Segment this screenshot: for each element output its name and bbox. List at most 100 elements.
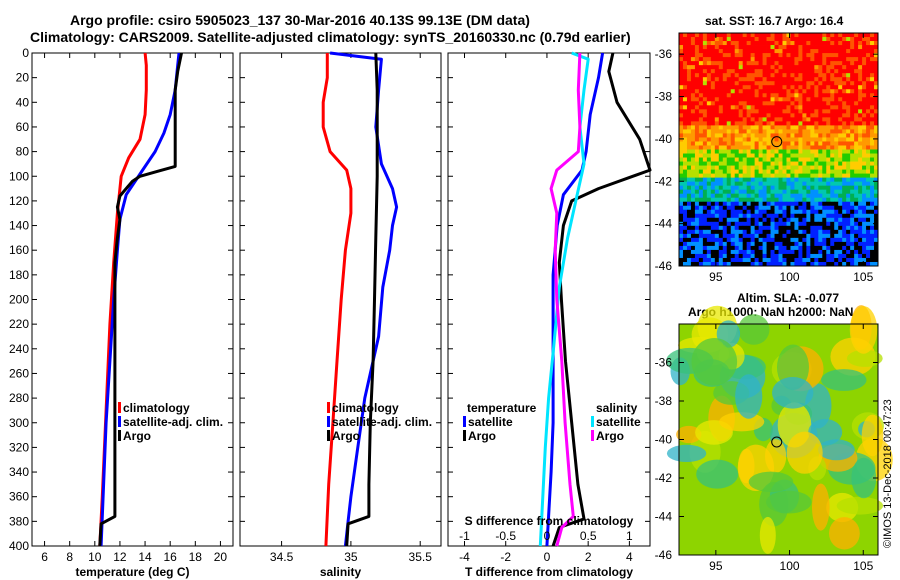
map-y-tick-label: -36 <box>655 47 673 61</box>
sst-cell <box>838 185 843 191</box>
figure-title-line2: Climatology: CARS2009. Satellite-adjuste… <box>30 29 631 45</box>
sst-cell <box>854 49 859 54</box>
sst-cell <box>702 193 708 199</box>
sst-cell <box>858 189 863 195</box>
sst-cell <box>746 137 752 142</box>
sst-cell <box>834 169 839 175</box>
sst-cell <box>682 133 688 138</box>
sst-cell <box>706 85 712 90</box>
sst-cell <box>786 165 791 170</box>
sst-cell <box>822 109 827 114</box>
sst-cell <box>838 229 843 235</box>
sst-cell <box>758 41 763 46</box>
sst-cell <box>822 209 827 215</box>
sst-cell <box>726 73 732 78</box>
sst-cell <box>690 85 696 90</box>
sst-cell <box>722 193 728 199</box>
sst-cell <box>778 229 783 235</box>
sst-cell <box>706 189 712 195</box>
sst-cell <box>766 73 771 78</box>
sst-cell <box>702 141 708 146</box>
sst-cell <box>802 121 807 126</box>
sst-cell <box>814 97 819 102</box>
sst-cell <box>758 173 763 179</box>
sst-cell <box>778 233 783 239</box>
sst-cell <box>730 125 736 130</box>
sst-cell <box>822 177 827 183</box>
sst-cell <box>702 221 708 227</box>
sst-cell <box>730 205 736 211</box>
sst-cell <box>802 109 807 114</box>
sst-cell <box>834 33 839 38</box>
sst-cell <box>710 57 716 62</box>
sst-cell <box>698 205 704 211</box>
sst-cell <box>694 225 700 231</box>
sst-cell <box>770 57 775 62</box>
sst-cell <box>690 41 696 46</box>
sst-cell <box>679 189 684 195</box>
sst-cell <box>834 145 839 150</box>
sst-cell <box>762 169 767 175</box>
sst-cell <box>770 173 775 179</box>
sst-cell <box>766 53 771 58</box>
sst-cell <box>766 93 771 98</box>
sst-cell <box>838 97 843 102</box>
sst-cell <box>806 173 811 179</box>
sst-cell <box>742 57 748 62</box>
sst-cell <box>782 85 787 90</box>
sst-cell <box>774 161 779 166</box>
sst-cell <box>762 181 767 187</box>
sst-cell <box>846 97 851 102</box>
sst-cell <box>738 113 744 118</box>
sst-cell <box>858 129 863 134</box>
sst-cell <box>798 257 803 263</box>
sst-cell <box>702 213 708 219</box>
sst-cell <box>679 45 684 50</box>
sst-cell <box>686 69 692 74</box>
sst-cell <box>738 133 744 138</box>
sst-cell <box>718 261 724 267</box>
sst-cell <box>686 189 692 195</box>
sst-cell <box>722 181 728 187</box>
sst-cell <box>818 161 823 166</box>
sst-cell <box>694 153 700 158</box>
sst-cell <box>854 41 859 46</box>
sst-cell <box>774 209 779 215</box>
sst-cell <box>866 105 871 110</box>
sst-cell <box>850 185 855 191</box>
sst-cell <box>742 161 748 166</box>
sst-cell <box>698 149 704 154</box>
sst-cell <box>782 169 787 175</box>
sst-cell <box>762 257 767 263</box>
sst-cell <box>806 165 811 170</box>
sst-cell <box>726 61 732 66</box>
sst-cell <box>682 181 688 187</box>
sst-cell <box>818 133 823 138</box>
sst-cell <box>822 189 827 195</box>
sst-cell <box>846 109 851 114</box>
sst-cell <box>862 81 867 86</box>
sst-cell <box>810 213 815 219</box>
sst-cell <box>782 69 787 74</box>
sst-cell <box>734 77 740 82</box>
sst-cell <box>874 129 879 134</box>
sst-cell <box>746 225 752 231</box>
sst-cell <box>782 193 787 199</box>
sst-cell <box>730 81 736 86</box>
sst-cell <box>774 105 779 110</box>
sst-cell <box>718 221 724 227</box>
sst-cell <box>746 249 752 255</box>
sst-cell <box>750 185 756 191</box>
sst-cell <box>718 141 724 146</box>
sst-cell <box>682 97 688 102</box>
sst-cell <box>746 121 752 126</box>
sst-cell <box>818 165 823 170</box>
sst-cell <box>758 73 763 78</box>
sst-cell <box>818 201 823 207</box>
sst-cell <box>774 245 779 251</box>
sst-cell <box>702 121 708 126</box>
sst-cell <box>718 213 724 219</box>
sst-cell <box>682 257 688 263</box>
sst-cell <box>798 93 803 98</box>
sst-cell <box>778 49 783 54</box>
